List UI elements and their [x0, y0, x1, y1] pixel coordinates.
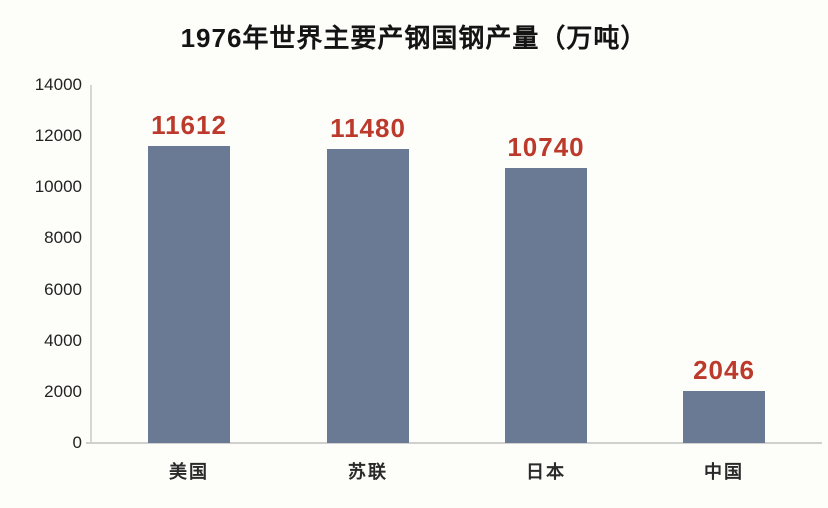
y-tick-label: 10000	[34, 177, 82, 197]
y-tick-label: 4000	[44, 330, 82, 350]
x-axis-category-label: 中国	[704, 462, 744, 482]
bar-ussr	[327, 149, 409, 443]
y-axis-tick-labels: 14000 12000 10000 8000 6000 4000 2000 0	[0, 74, 82, 454]
y-tick-label: 12000	[34, 126, 82, 146]
x-axis-category-label: 美国	[169, 462, 209, 482]
y-tick-label: 2000	[44, 381, 82, 401]
bar-china	[683, 391, 765, 443]
bar-usa	[148, 146, 230, 443]
bar-group-japan: 10740	[505, 85, 587, 443]
y-tick-label: 8000	[44, 228, 82, 248]
bar-value-label: 11612	[151, 110, 227, 140]
y-tick-label: 6000	[44, 279, 82, 299]
bar-value-label: 2046	[693, 355, 755, 385]
y-tick-label: 0	[72, 432, 82, 452]
y-axis-line	[90, 85, 92, 443]
x-axis-line	[86, 442, 822, 444]
bar-value-label: 11480	[330, 113, 406, 143]
bar-group-usa: 11612	[148, 85, 230, 443]
bar-group-ussr: 11480	[327, 85, 409, 443]
chart-title: 1976年世界主要产钢国钢产量（万吨）	[180, 23, 648, 53]
y-tick-label: 14000	[34, 75, 82, 94]
x-axis-category-label: 苏联	[348, 462, 388, 482]
bar-group-china: 2046	[683, 85, 765, 443]
bar-japan	[505, 168, 587, 443]
bar-value-label: 10740	[507, 132, 585, 162]
x-axis-category-label: 日本	[526, 462, 566, 482]
